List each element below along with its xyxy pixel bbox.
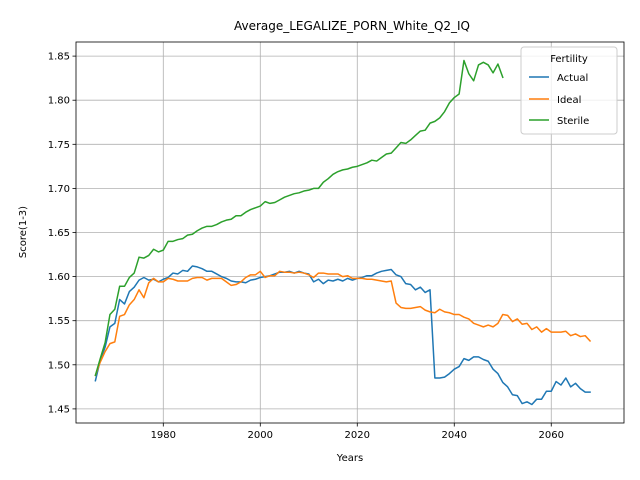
legend-label-actual: Actual (557, 73, 588, 84)
series-line-actual (94, 265, 591, 406)
x-tick-label: 2020 (345, 430, 370, 441)
x-tick-label: 2040 (442, 430, 467, 441)
y-tick-label: 1.75 (48, 140, 70, 151)
legend-box (520, 46, 618, 135)
series-lines (94, 59, 592, 406)
chart-title: Average_LEGALIZE_PORN_White_Q2_IQ (234, 19, 470, 33)
legend-label-sterile: Sterile (557, 116, 589, 127)
y-tick-label: 1.50 (48, 360, 70, 371)
y-tick-label: 1.45 (48, 404, 70, 415)
x-tick-label: 1980 (151, 430, 176, 441)
legend-title: Fertility (550, 54, 588, 65)
y-tick-label: 1.55 (48, 316, 70, 327)
y-tick-label: 1.70 (48, 184, 70, 195)
legend-label-ideal: Ideal (557, 95, 581, 106)
x-axis-title: Years (336, 453, 363, 464)
y-tick-label: 1.80 (48, 96, 70, 107)
y-axis: 1.45 1.50 1.55 1.60 1.65 1.70 1.75 1.80 1.85 (48, 52, 76, 415)
series-line-ideal (94, 270, 592, 377)
y-axis-title: Score(1-3) (18, 206, 29, 258)
legend: Fertility Actual Ideal Sterile (520, 46, 618, 135)
x-tick-label: 2000 (248, 430, 273, 441)
series-line-sterile (94, 59, 504, 377)
y-tick-label: 1.65 (48, 228, 70, 239)
y-tick-label: 1.60 (48, 272, 70, 283)
x-axis: 1980 2000 2020 2040 2060 (151, 423, 564, 441)
y-tick-label: 1.85 (48, 52, 70, 63)
x-tick-label: 2060 (539, 430, 564, 441)
